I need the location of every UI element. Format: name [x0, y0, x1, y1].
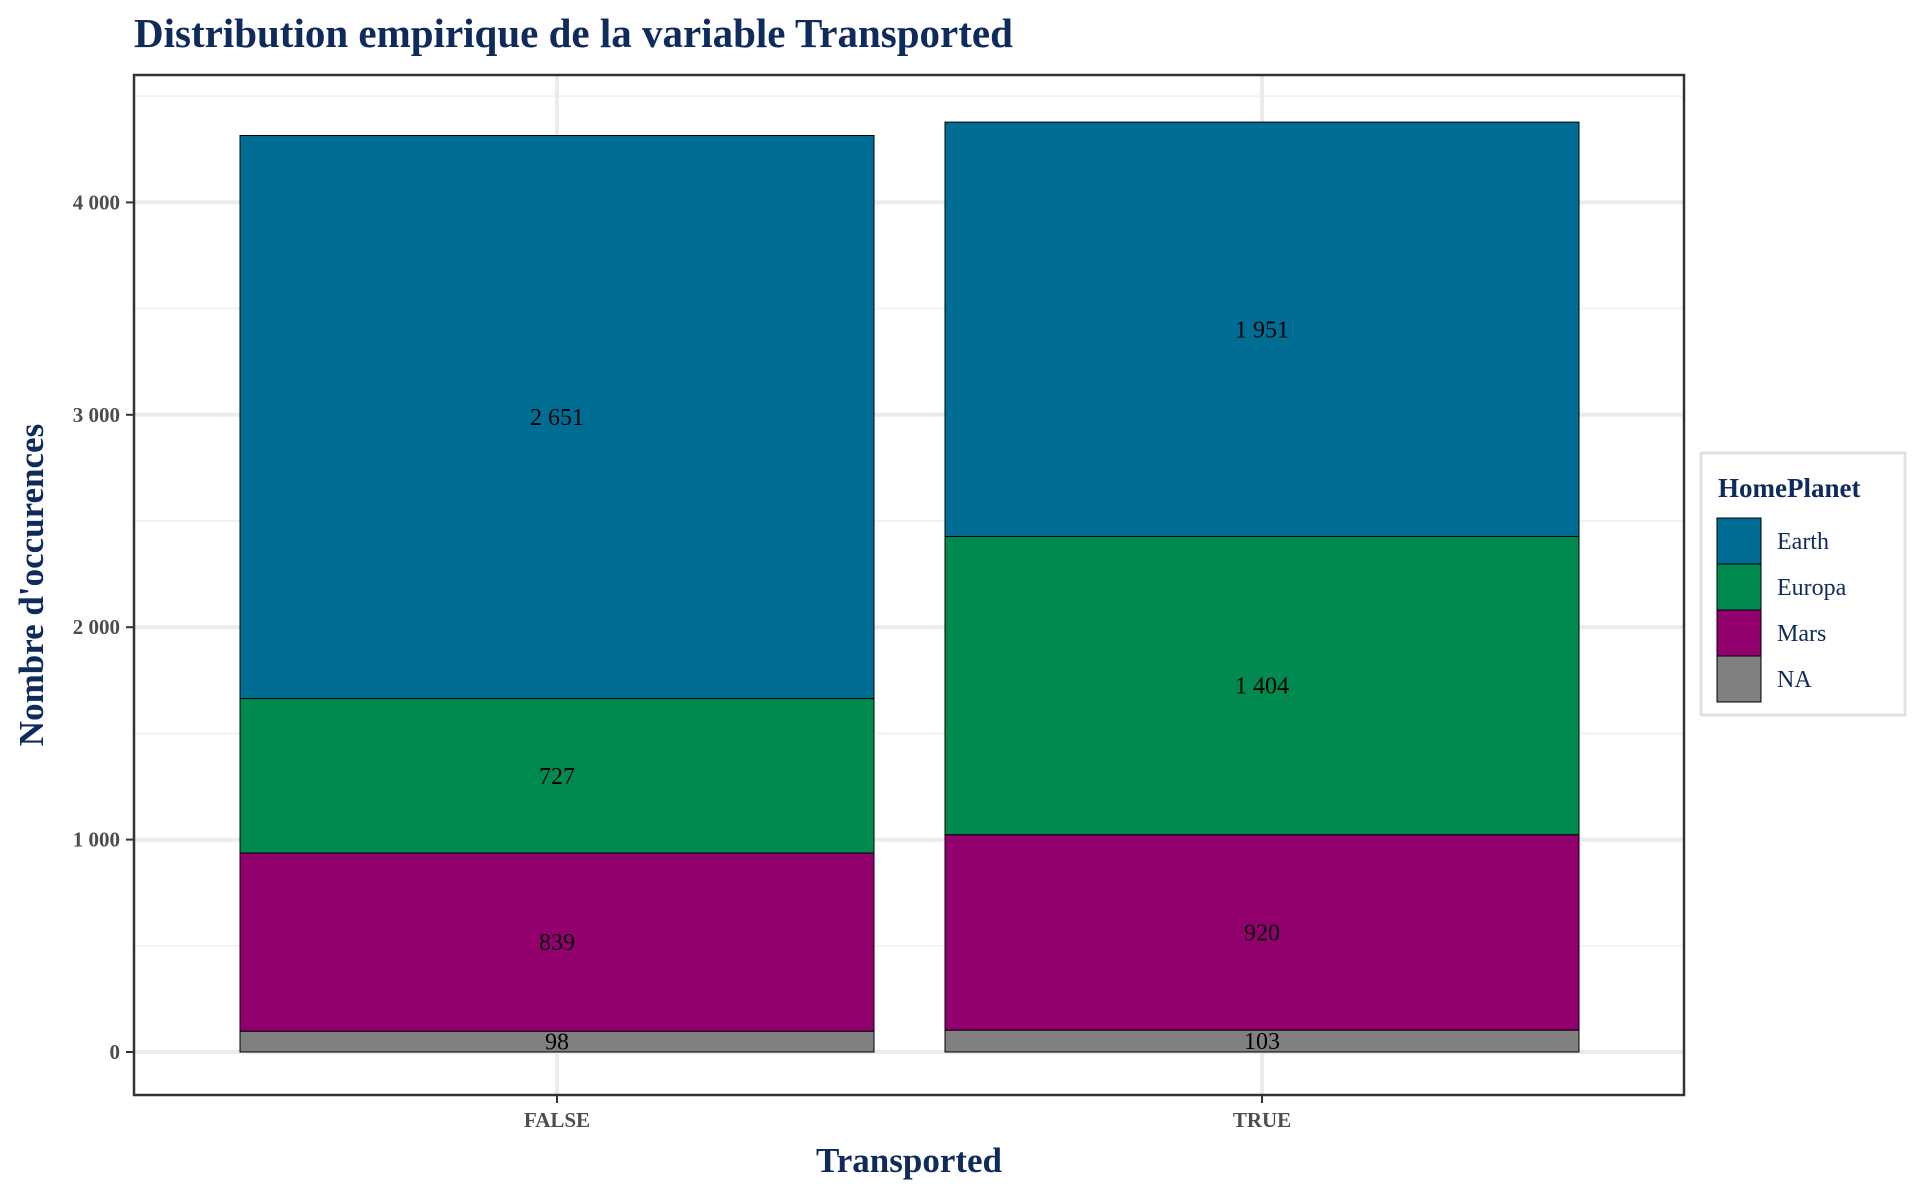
legend-label-earth: Earth: [1777, 529, 1829, 555]
y-axis: 0 1 000 2 000 3 000 4 000: [73, 190, 134, 1064]
data-label-true-na: 103: [1244, 1029, 1280, 1055]
x-tick-label: FALSE: [524, 1108, 590, 1132]
data-label-true-europa: 1 404: [1235, 674, 1289, 700]
y-tick-label: 0: [110, 1040, 121, 1064]
legend-key-mars: [1716, 609, 1762, 657]
legend-key-na: [1716, 655, 1762, 703]
bar-segment-false-mars: [239, 852, 875, 1032]
data-label-false-europa: 727: [539, 764, 575, 790]
legend-label-europa: Europa: [1777, 575, 1847, 601]
data-label-false-earth: 2 651: [530, 405, 584, 431]
x-tick-label: TRUE: [1233, 1108, 1291, 1132]
data-label-true-earth: 1 951: [1235, 317, 1289, 343]
legend-key-earth: [1716, 517, 1762, 565]
x-axis: FALSE TRUE: [524, 1095, 1291, 1132]
legend-items: Earth Europa Mars NA: [1716, 517, 1847, 703]
data-label-false-na: 98: [545, 1030, 569, 1056]
chart-title: Distribution empirique de la variable Tr…: [134, 10, 1013, 56]
y-tick-label: 3 000: [73, 403, 120, 427]
bars: [239, 121, 1580, 1053]
data-label-false-mars: 839: [539, 930, 575, 956]
bar-segment-true-earth: [944, 121, 1580, 538]
legend-label-mars: Mars: [1777, 621, 1826, 647]
bar-segment-false-earth: [239, 134, 875, 700]
bar-segment-true-europa: [944, 536, 1580, 836]
legend: HomePlanet Earth Europa Mars NA: [1699, 451, 1907, 717]
legend-label-na: NA: [1777, 667, 1812, 693]
data-labels: 98 839 727 2 651 103 920 1 404 1 951: [530, 317, 1289, 1055]
y-tick-label: 4 000: [73, 190, 120, 214]
bar-segment-false-europa: [239, 698, 875, 854]
y-tick-label: 2 000: [73, 615, 120, 639]
plot-panel-border: [132, 73, 1686, 1097]
legend-key-europa: [1716, 563, 1762, 611]
y-tick-label: 1 000: [73, 828, 120, 852]
y-axis-title: Nombre d'occurences: [12, 424, 51, 746]
data-label-true-mars: 920: [1244, 920, 1280, 946]
x-axis-title: Transported: [816, 1141, 1003, 1180]
legend-title: HomePlanet: [1718, 473, 1860, 503]
